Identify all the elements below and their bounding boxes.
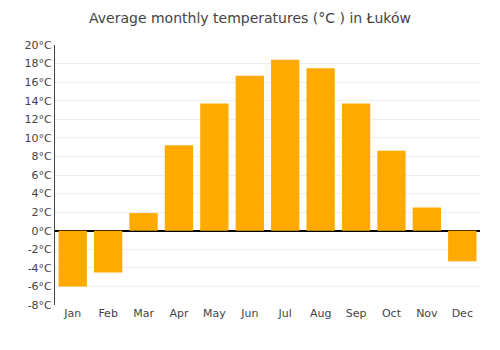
svg-text:2°C: 2°C [32, 206, 52, 219]
svg-text:Jan: Jan [63, 307, 81, 320]
svg-text:6°C: 6°C [32, 169, 52, 182]
svg-text:14°C: 14°C [25, 95, 52, 108]
svg-text:-6°C: -6°C [28, 280, 52, 293]
svg-text:Sep: Sep [346, 307, 367, 320]
svg-text:Aug: Aug [310, 307, 331, 320]
svg-text:Apr: Apr [169, 307, 189, 320]
svg-text:Feb: Feb [98, 307, 117, 320]
svg-text:16°C: 16°C [25, 76, 52, 89]
svg-text:-4°C: -4°C [28, 262, 52, 275]
svg-text:12°C: 12°C [25, 113, 52, 126]
svg-text:-8°C: -8°C [28, 299, 52, 312]
svg-text:May: May [203, 307, 226, 320]
svg-text:0°C: 0°C [32, 225, 52, 238]
svg-text:10°C: 10°C [25, 132, 52, 145]
svg-text:Nov: Nov [416, 307, 438, 320]
svg-text:Average monthly temperatures (: Average monthly temperatures (°C ) in Łu… [89, 10, 411, 26]
svg-text:Jul: Jul [278, 307, 292, 320]
svg-text:Mar: Mar [133, 307, 154, 320]
svg-text:-2°C: -2°C [28, 243, 52, 256]
svg-text:Oct: Oct [382, 307, 402, 320]
svg-text:8°C: 8°C [32, 150, 52, 163]
svg-text:Dec: Dec [452, 307, 473, 320]
svg-text:20°C: 20°C [25, 39, 52, 52]
svg-text:4°C: 4°C [32, 187, 52, 200]
svg-text:Jun: Jun [240, 307, 258, 320]
svg-text:18°C: 18°C [25, 57, 52, 70]
